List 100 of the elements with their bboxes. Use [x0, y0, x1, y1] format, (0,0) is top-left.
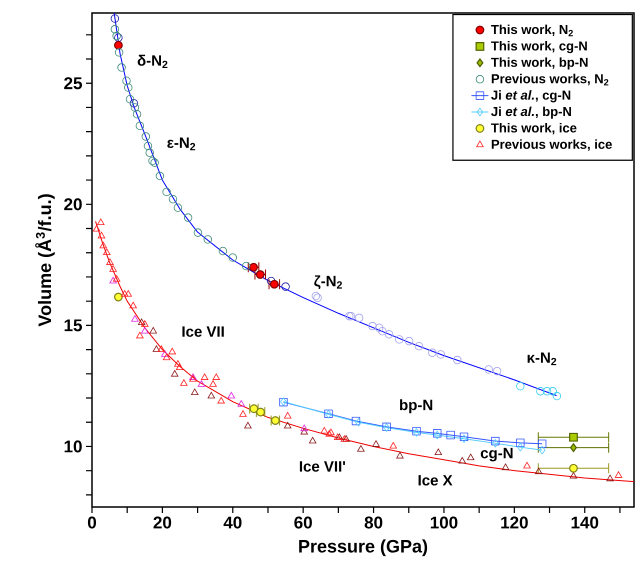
point — [242, 262, 250, 270]
point — [390, 442, 397, 449]
point — [138, 318, 146, 326]
point — [110, 25, 120, 34]
point — [570, 472, 578, 479]
point — [320, 427, 328, 434]
point — [176, 364, 184, 370]
point — [209, 380, 217, 387]
point — [228, 253, 237, 262]
point — [436, 350, 445, 359]
point — [200, 373, 208, 380]
point — [354, 314, 364, 322]
point — [136, 122, 144, 130]
point — [308, 436, 316, 444]
annotation: bp-N — [400, 399, 432, 414]
point — [130, 99, 138, 108]
x-tick-label: 40 — [224, 516, 242, 529]
point — [131, 315, 139, 322]
annotation: ζ-N$_{2}$ — [314, 275, 342, 290]
point — [132, 110, 142, 118]
legend-label: This work, bp-N — [491, 57, 588, 70]
point — [109, 265, 117, 272]
point — [300, 428, 308, 434]
point — [492, 366, 502, 376]
point — [548, 387, 557, 396]
point — [534, 468, 542, 474]
annotation: Ice X — [418, 475, 452, 486]
annotation: cg-N — [480, 448, 513, 462]
x-tick-label: 0 — [88, 516, 96, 529]
point — [97, 218, 104, 226]
point — [98, 232, 106, 238]
point — [538, 446, 546, 454]
point — [124, 83, 132, 92]
point — [404, 336, 414, 346]
point — [414, 342, 424, 350]
point — [106, 258, 114, 265]
point — [174, 203, 182, 212]
y-tick-label: 15 — [64, 319, 82, 332]
point — [184, 213, 192, 222]
point — [158, 345, 166, 352]
point — [396, 452, 404, 458]
point — [491, 436, 500, 446]
point — [569, 432, 578, 442]
point — [148, 156, 157, 166]
point — [92, 225, 100, 232]
point — [228, 392, 236, 398]
point — [372, 440, 380, 447]
point — [114, 292, 123, 302]
point — [346, 312, 356, 320]
point — [217, 396, 225, 404]
point — [124, 290, 132, 297]
point — [126, 95, 134, 104]
point — [374, 324, 384, 332]
x-tick-label: 120 — [501, 516, 528, 529]
point — [112, 275, 120, 282]
legend-label: This work, cg-N — [491, 40, 587, 54]
point — [542, 387, 552, 396]
point — [114, 40, 123, 50]
legend-label: This work, N$_{2}$ — [491, 24, 573, 36]
point — [606, 474, 614, 482]
point — [110, 14, 120, 23]
point — [327, 428, 335, 436]
point — [284, 422, 292, 428]
annotation: Ice VII — [182, 326, 224, 337]
point — [492, 439, 499, 448]
point — [281, 282, 290, 291]
point — [357, 445, 365, 452]
point — [208, 392, 215, 398]
annotation: κ-N$_{2}$ — [528, 352, 556, 366]
legend-label: Previous works, N$_{2}$ — [492, 74, 608, 86]
point — [171, 370, 178, 377]
point — [395, 335, 404, 344]
point — [144, 142, 152, 150]
point — [538, 440, 546, 448]
point — [345, 312, 354, 320]
point — [180, 379, 188, 386]
point — [218, 246, 228, 256]
x-tick-label: 140 — [572, 516, 598, 529]
point — [517, 442, 524, 452]
point — [536, 387, 545, 396]
point — [109, 276, 117, 284]
point — [378, 326, 387, 336]
point — [141, 326, 148, 334]
point — [326, 430, 333, 437]
legend-label: Ji et al., cg-N — [491, 90, 570, 102]
point — [174, 360, 182, 367]
point — [446, 430, 455, 440]
point — [130, 103, 140, 112]
point — [614, 471, 622, 478]
point — [162, 188, 171, 196]
annotation: Ice VII' — [300, 461, 346, 472]
point — [114, 48, 124, 57]
point — [239, 410, 247, 417]
point — [313, 294, 322, 302]
legend-label: Previous works, ice — [492, 139, 612, 151]
point — [238, 400, 245, 407]
point — [142, 132, 150, 141]
y-axis-title: Volume (Å$^{3}$/f.u.) — [35, 194, 55, 326]
point — [161, 350, 169, 357]
point — [122, 76, 131, 85]
